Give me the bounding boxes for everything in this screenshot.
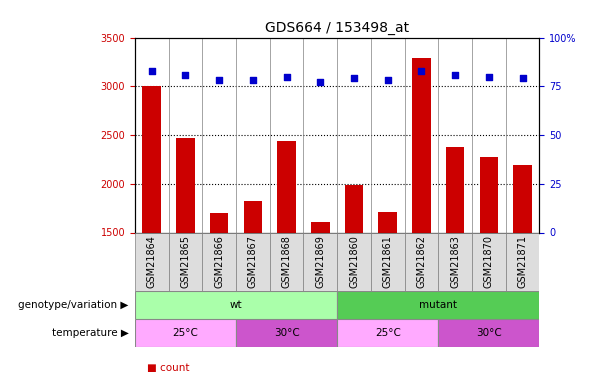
Text: mutant: mutant bbox=[419, 300, 457, 310]
Bar bbox=[135, 319, 236, 347]
Text: GSM21870: GSM21870 bbox=[484, 236, 494, 288]
Text: GSM21862: GSM21862 bbox=[416, 236, 427, 288]
Text: genotype/variation ▶: genotype/variation ▶ bbox=[18, 300, 129, 310]
Bar bbox=[412, 58, 431, 232]
Bar bbox=[438, 232, 472, 291]
Text: GSM21871: GSM21871 bbox=[517, 236, 528, 288]
Text: GSM21865: GSM21865 bbox=[180, 236, 191, 288]
Bar bbox=[142, 86, 161, 232]
Text: GSM21863: GSM21863 bbox=[450, 236, 460, 288]
Bar bbox=[506, 232, 539, 291]
Point bbox=[517, 75, 527, 81]
Point bbox=[181, 72, 191, 78]
Point bbox=[451, 72, 460, 78]
Bar bbox=[202, 232, 236, 291]
Text: wt: wt bbox=[230, 300, 242, 310]
Point bbox=[147, 68, 157, 74]
Text: 30°C: 30°C bbox=[476, 328, 502, 338]
Text: 25°C: 25°C bbox=[172, 328, 199, 338]
Bar bbox=[277, 141, 296, 232]
Bar bbox=[303, 232, 337, 291]
Point bbox=[215, 77, 224, 83]
Point bbox=[383, 77, 393, 83]
Bar bbox=[270, 232, 303, 291]
Bar bbox=[345, 185, 364, 232]
Bar bbox=[446, 147, 465, 232]
Text: temperature ▶: temperature ▶ bbox=[52, 328, 129, 338]
Text: GSM21860: GSM21860 bbox=[349, 236, 359, 288]
Bar bbox=[176, 138, 195, 232]
Text: 30°C: 30°C bbox=[273, 328, 300, 338]
Bar bbox=[311, 222, 330, 232]
Bar bbox=[337, 319, 438, 347]
Bar bbox=[371, 232, 405, 291]
Text: 25°C: 25°C bbox=[375, 328, 401, 338]
Point bbox=[316, 80, 326, 86]
Point bbox=[282, 74, 292, 80]
Text: GSM21866: GSM21866 bbox=[214, 236, 224, 288]
Point bbox=[349, 75, 359, 81]
Bar bbox=[378, 212, 397, 232]
Bar bbox=[337, 232, 371, 291]
Text: GSM21867: GSM21867 bbox=[248, 236, 258, 288]
Bar bbox=[135, 291, 337, 319]
Bar bbox=[169, 232, 202, 291]
Bar bbox=[405, 232, 438, 291]
Text: GSM21864: GSM21864 bbox=[147, 236, 157, 288]
Bar bbox=[513, 165, 532, 232]
Bar bbox=[337, 291, 539, 319]
Bar bbox=[236, 319, 337, 347]
Bar bbox=[479, 158, 498, 232]
Title: GDS664 / 153498_at: GDS664 / 153498_at bbox=[265, 21, 409, 35]
Point bbox=[248, 77, 258, 83]
Bar bbox=[135, 232, 169, 291]
Text: ■ count: ■ count bbox=[147, 363, 189, 372]
Bar bbox=[438, 319, 539, 347]
Text: GSM21869: GSM21869 bbox=[315, 236, 326, 288]
Point bbox=[484, 74, 494, 80]
Point bbox=[417, 68, 427, 74]
Bar bbox=[243, 201, 262, 232]
Text: GSM21861: GSM21861 bbox=[383, 236, 393, 288]
Bar bbox=[236, 232, 270, 291]
Bar bbox=[472, 232, 506, 291]
Text: GSM21868: GSM21868 bbox=[281, 236, 292, 288]
Bar bbox=[210, 213, 229, 232]
